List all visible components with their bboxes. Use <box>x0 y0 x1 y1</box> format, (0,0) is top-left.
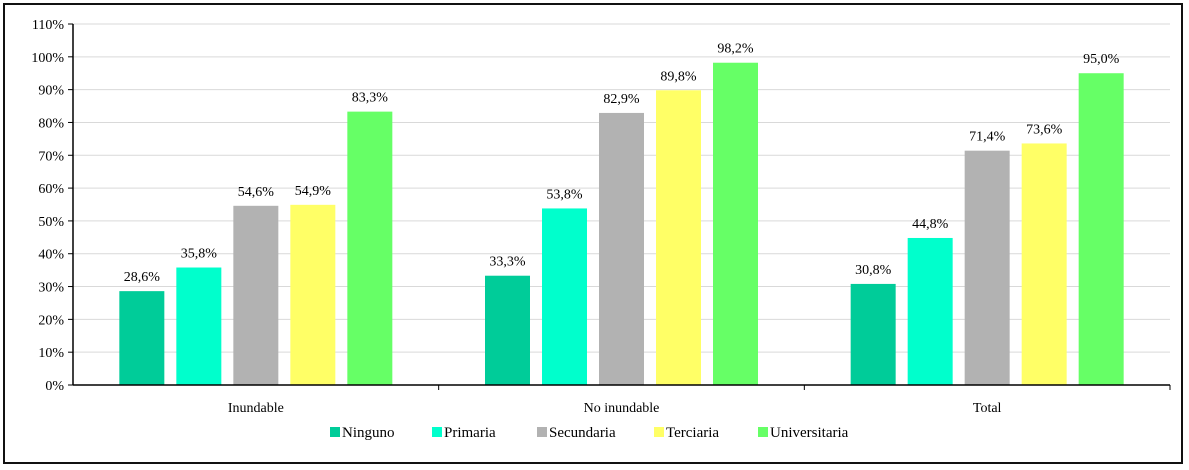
legend-label: Terciaria <box>666 425 719 441</box>
x-category-label: Inundable <box>228 401 284 416</box>
data-label: 53,8% <box>546 187 583 202</box>
bar-secundaria <box>964 150 1010 385</box>
bar-secundaria <box>233 205 279 385</box>
data-label: 73,6% <box>1026 122 1063 137</box>
bar-ninguno <box>119 291 165 385</box>
bar-universitaria <box>1078 73 1124 386</box>
x-category-label: Total <box>973 401 1002 416</box>
data-label: 89,8% <box>660 69 697 84</box>
bar-universitaria <box>713 62 758 385</box>
bar-universitaria <box>347 111 393 385</box>
bar-primaria <box>907 237 953 385</box>
y-tick-label: 20% <box>38 313 64 328</box>
legend-label: Ninguno <box>342 425 395 441</box>
legend-label: Primaria <box>444 425 496 441</box>
bar-ninguno <box>485 275 530 385</box>
data-label: 95,0% <box>1083 52 1120 67</box>
bar-secundaria <box>599 112 644 386</box>
y-tick-label: 40% <box>38 248 64 263</box>
chart-frame <box>3 3 1183 464</box>
legend-label: Universitaria <box>770 425 849 441</box>
y-tick-label: 10% <box>38 346 64 361</box>
y-tick-label: 110% <box>32 18 64 33</box>
bar-ninguno <box>850 283 896 385</box>
legend-swatch-primaria <box>432 427 442 437</box>
legend-swatch-ninguno <box>330 427 340 437</box>
legend-swatch-terciaria <box>654 427 664 437</box>
bar-terciaria <box>290 204 336 385</box>
y-tick-label: 80% <box>38 116 64 131</box>
y-tick-label: 100% <box>31 51 64 66</box>
bar-terciaria <box>1021 143 1067 385</box>
data-label: 83,3% <box>352 91 389 106</box>
bar-primaria <box>176 267 222 385</box>
data-label: 30,8% <box>855 263 892 278</box>
x-category-label: No inundable <box>584 401 660 416</box>
data-label: 71,4% <box>969 130 1006 145</box>
y-tick-label: 60% <box>38 182 64 197</box>
legend-swatch-secundaria <box>537 427 547 437</box>
bar-primaria <box>542 208 587 385</box>
data-label: 35,8% <box>181 247 218 262</box>
data-label: 54,9% <box>295 184 332 199</box>
data-label: 54,6% <box>238 185 275 200</box>
data-label: 44,8% <box>912 217 949 232</box>
y-tick-label: 70% <box>38 149 64 164</box>
data-label: 33,3% <box>489 255 526 270</box>
legend-label: Secundaria <box>549 425 616 441</box>
data-label: 82,9% <box>603 92 640 107</box>
legend-swatch-universitaria <box>758 427 768 437</box>
bar-terciaria <box>656 90 701 385</box>
y-tick-label: 0% <box>45 379 64 394</box>
data-label: 28,6% <box>124 270 161 285</box>
y-tick-label: 90% <box>38 84 64 99</box>
y-tick-label: 30% <box>38 281 64 296</box>
data-label: 98,2% <box>717 42 754 57</box>
y-tick-label: 50% <box>38 215 64 230</box>
